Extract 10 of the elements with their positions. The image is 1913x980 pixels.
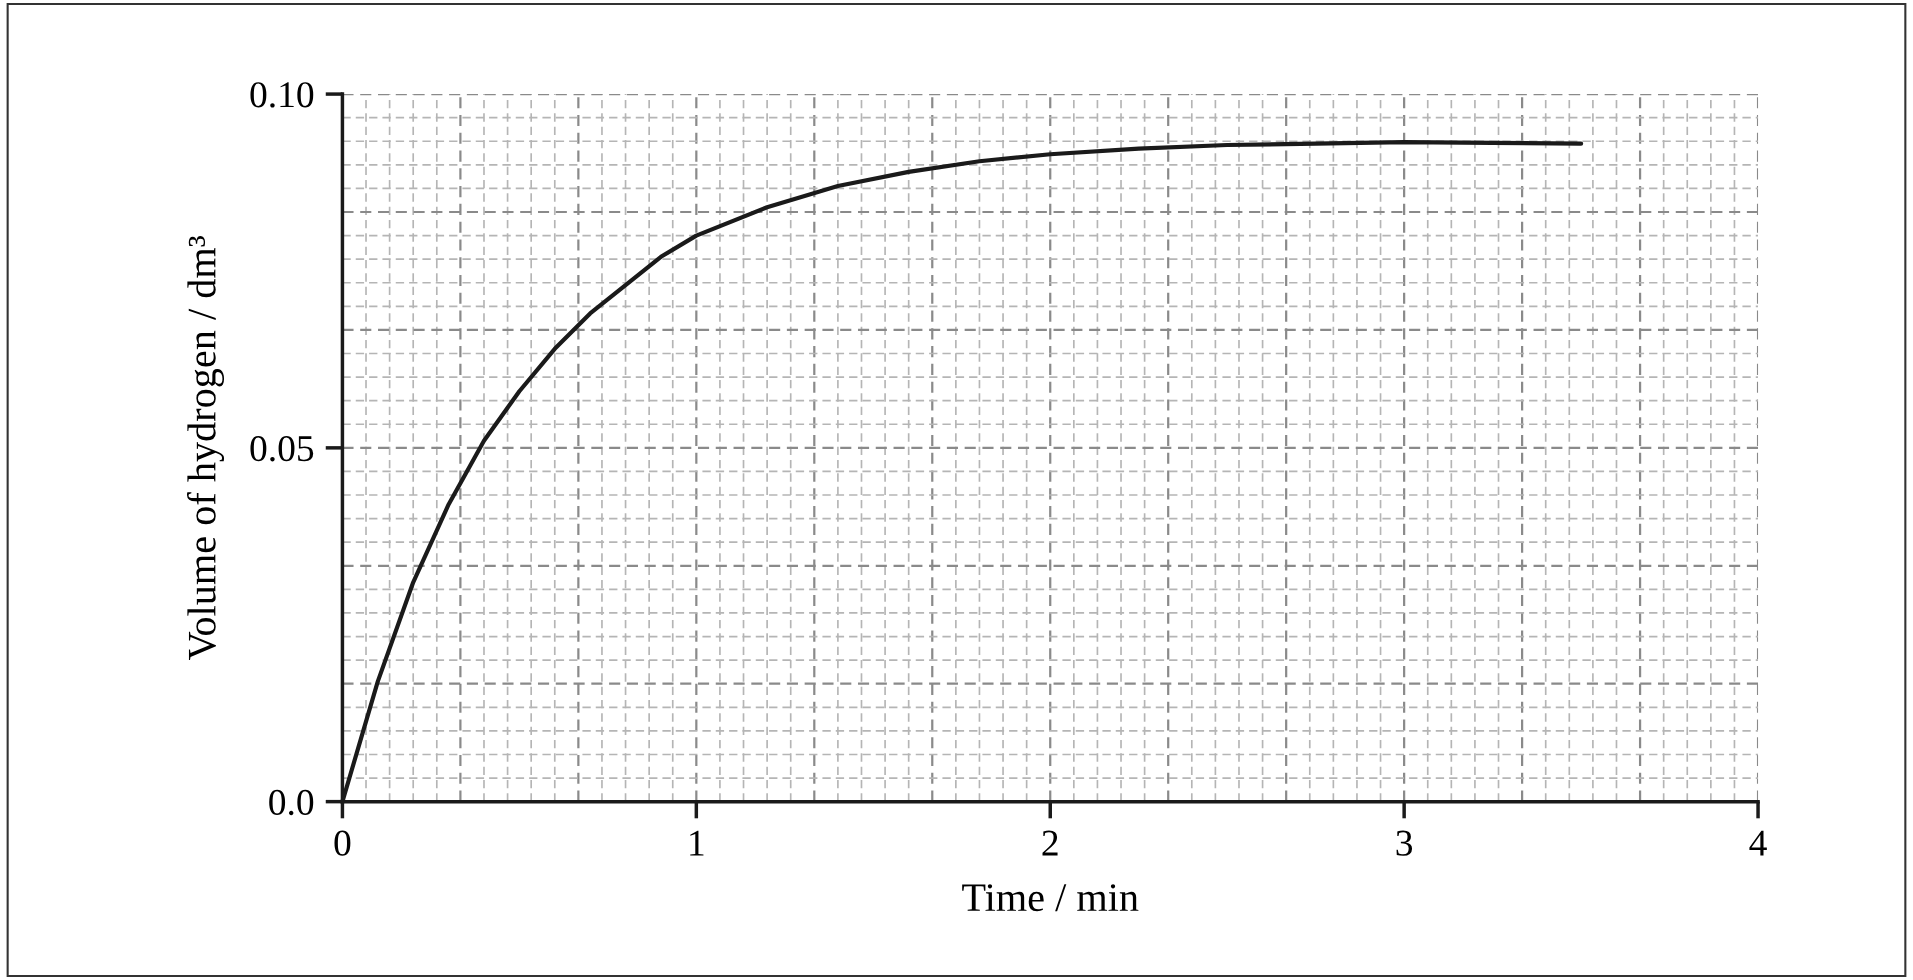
x-axis-title: Time / min [962,884,1139,912]
x-tick-label: 4 [1749,830,1767,856]
y-axis-title: Volume of hydrogen / dm³ [186,235,225,661]
y-tick-label: 0.05 [250,435,314,462]
x-tick-label: 0 [334,830,351,856]
y-tick-label: 0.10 [250,82,314,108]
y-tick-label: 0.0 [269,789,314,816]
x-tick-label: 3 [1396,830,1413,856]
x-tick-label: 2 [1042,830,1058,856]
x-tick-label: 1 [690,830,704,856]
